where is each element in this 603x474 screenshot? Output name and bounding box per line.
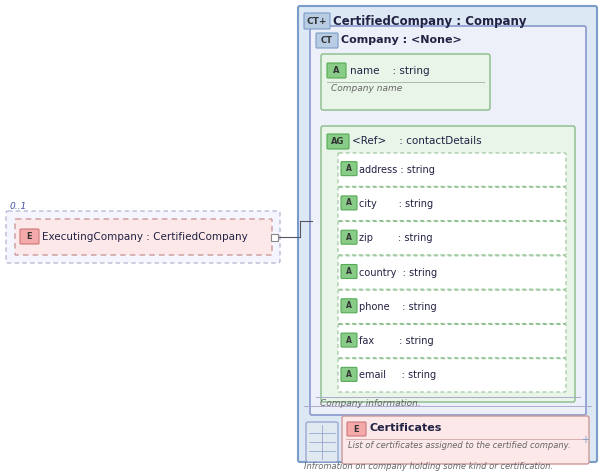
FancyBboxPatch shape [338, 153, 566, 186]
FancyBboxPatch shape [341, 333, 357, 347]
Text: CT: CT [321, 36, 333, 45]
Text: 0..1: 0..1 [10, 202, 27, 211]
FancyBboxPatch shape [338, 359, 566, 392]
FancyBboxPatch shape [341, 367, 357, 382]
FancyBboxPatch shape [306, 422, 338, 462]
FancyBboxPatch shape [341, 162, 357, 176]
Text: E: E [27, 232, 33, 241]
Bar [271, 234, 278, 240]
Text: email     : string: email : string [359, 370, 436, 380]
Text: fax        : string: fax : string [359, 336, 434, 346]
Text: CertifiedCompany : Company: CertifiedCompany : Company [333, 15, 526, 28]
FancyBboxPatch shape [316, 33, 338, 48]
FancyBboxPatch shape [298, 6, 597, 462]
FancyBboxPatch shape [15, 219, 272, 255]
Text: A: A [346, 336, 352, 345]
Text: <Ref>    : contactDetails: <Ref> : contactDetails [352, 136, 482, 146]
Text: Company name: Company name [331, 84, 402, 93]
Text: A: A [346, 301, 352, 310]
FancyBboxPatch shape [20, 229, 39, 244]
FancyBboxPatch shape [341, 196, 357, 210]
Text: +: + [581, 435, 589, 445]
FancyBboxPatch shape [327, 134, 349, 149]
FancyBboxPatch shape [338, 221, 566, 255]
FancyBboxPatch shape [347, 422, 366, 436]
FancyBboxPatch shape [338, 187, 566, 220]
FancyBboxPatch shape [310, 26, 586, 415]
Text: A: A [346, 267, 352, 276]
Text: phone    : string: phone : string [359, 302, 437, 312]
Text: CT+: CT+ [307, 17, 327, 26]
FancyBboxPatch shape [321, 126, 575, 402]
Text: List of certificates assigned to the certified company.: List of certificates assigned to the cer… [348, 441, 570, 450]
Text: A: A [346, 233, 352, 242]
FancyBboxPatch shape [338, 324, 566, 358]
Text: name    : string: name : string [350, 66, 429, 76]
Text: Company : <None>: Company : <None> [341, 35, 462, 45]
Text: Company information.: Company information. [320, 399, 421, 408]
FancyBboxPatch shape [341, 264, 357, 279]
FancyBboxPatch shape [341, 299, 357, 313]
Text: address : string: address : string [359, 164, 435, 174]
FancyBboxPatch shape [6, 211, 280, 263]
FancyBboxPatch shape [342, 416, 589, 464]
FancyBboxPatch shape [304, 13, 330, 29]
Text: E: E [354, 425, 359, 434]
FancyBboxPatch shape [338, 290, 566, 323]
FancyBboxPatch shape [338, 256, 566, 289]
Text: AG: AG [331, 137, 345, 146]
Text: A: A [346, 164, 352, 173]
Text: Infromation on company holding some kind or certification.: Infromation on company holding some kind… [304, 462, 553, 471]
Text: city       : string: city : string [359, 199, 433, 209]
Text: A: A [346, 370, 352, 379]
Text: A: A [333, 66, 339, 75]
FancyBboxPatch shape [321, 54, 490, 110]
Text: country  : string: country : string [359, 267, 437, 277]
Text: ExecutingCompany : CertifiedCompany: ExecutingCompany : CertifiedCompany [42, 232, 248, 242]
Text: zip        : string: zip : string [359, 233, 432, 243]
FancyBboxPatch shape [341, 230, 357, 244]
Text: Certificates: Certificates [369, 423, 441, 433]
Text: A: A [346, 199, 352, 208]
FancyBboxPatch shape [327, 63, 346, 78]
